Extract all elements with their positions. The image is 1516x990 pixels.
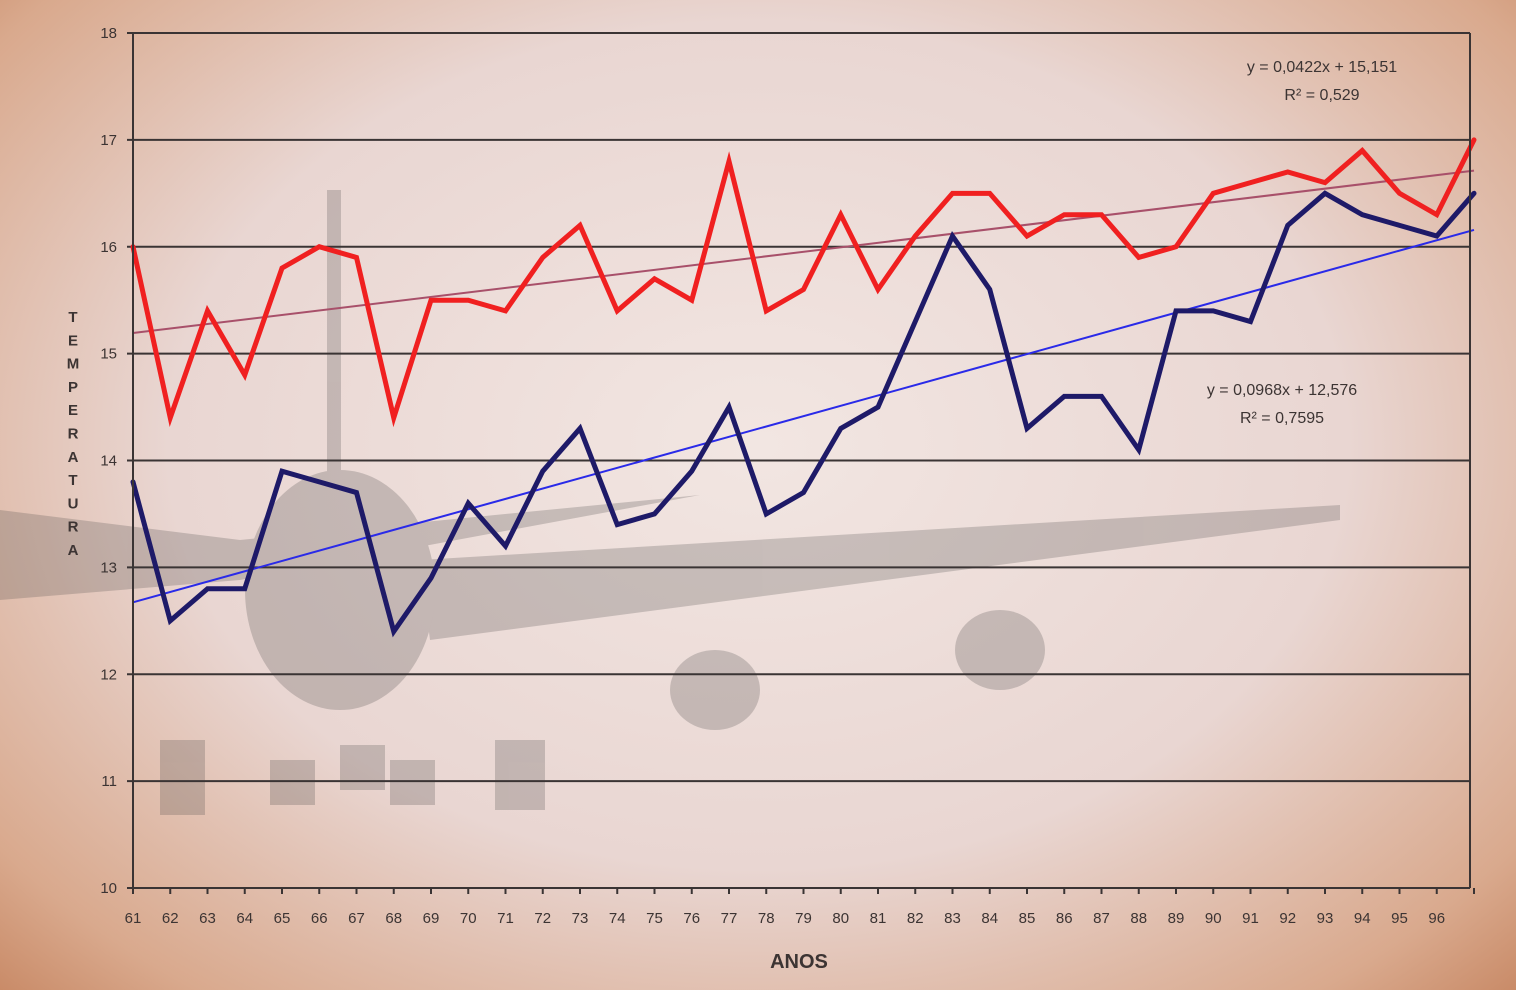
x-tick-label: 94 (1354, 910, 1371, 927)
x-tick-label: 79 (795, 910, 812, 927)
y-tick-label: 16 (100, 239, 117, 256)
x-tick-label: 77 (721, 910, 738, 927)
y-axis-title-letter: T (68, 309, 77, 326)
x-tick-label: 78 (758, 910, 775, 927)
x-tick-label: 70 (460, 910, 477, 927)
x-tick-label: 72 (534, 910, 551, 927)
y-axis-title-letter: R (68, 426, 79, 443)
x-tick-label: 85 (1019, 910, 1036, 927)
x-tick-label: 61 (125, 910, 142, 927)
x-tick-label: 69 (423, 910, 440, 927)
x-tick-label: 90 (1205, 910, 1222, 927)
trend-r2-blue: R² = 0,7595 (1240, 410, 1324, 427)
y-axis-title-letter: E (68, 402, 78, 419)
trendline-0 (132, 169, 1475, 334)
x-tick-label: 93 (1317, 910, 1334, 927)
y-axis-title-letter: R (68, 519, 79, 536)
x-tick-label: 80 (832, 910, 849, 927)
x-tick-label: 86 (1056, 910, 1073, 927)
y-axis-title-letter: U (68, 495, 79, 512)
x-tick-label: 65 (274, 910, 291, 927)
x-axis-ticks: 61 62 63 64 65 66 67 68 69 70 71 72 73 74 75 76 77 78 79 80… (125, 888, 1475, 927)
x-tick-label: 82 (907, 910, 924, 927)
x-tick-label: 67 (348, 910, 365, 927)
x-tick-label: 76 (683, 910, 700, 927)
x-axis-title: ANOS (770, 951, 828, 973)
trend-r2-red: R² = 0,529 (1284, 87, 1359, 104)
y-tick-label: 15 (100, 346, 117, 363)
y-axis-title-letter: P (68, 379, 78, 396)
x-tick-label: 73 (572, 910, 589, 927)
y-tick-label: 17 (100, 132, 117, 149)
airplane-background-image (0, 190, 1340, 815)
x-tick-label: 75 (646, 910, 663, 927)
x-tick-label: 92 (1279, 910, 1296, 927)
x-tick-label: 62 (162, 910, 179, 927)
y-tick-label: 14 (100, 453, 117, 470)
x-tick-label: 63 (199, 910, 216, 927)
x-tick-label: 83 (944, 910, 961, 927)
x-tick-label: 81 (870, 910, 887, 927)
x-tick-label: 74 (609, 910, 626, 927)
x-tick-label: 84 (981, 910, 998, 927)
series-lines (130, 137, 1477, 638)
x-tick-label: 91 (1242, 910, 1259, 927)
x-tick-label: 95 (1391, 910, 1408, 927)
gridlines (133, 138, 1470, 783)
trendlines (132, 169, 1475, 604)
x-tick-label: 68 (385, 910, 402, 927)
y-tick-label: 12 (100, 666, 117, 683)
trendline-1 (132, 228, 1475, 604)
trend-equation-red: y = 0,0422x + 15,151 (1247, 59, 1397, 76)
y-axis-title-letter: A (68, 542, 79, 559)
y-tick-label: 18 (100, 25, 117, 42)
x-tick-label: 96 (1428, 910, 1445, 927)
x-tick-label: 71 (497, 910, 514, 927)
y-tick-label: 11 (101, 773, 117, 790)
y-axis-title-letter: A (68, 449, 79, 466)
y-axis-title-letter: E (68, 332, 78, 349)
x-tick-label: 88 (1130, 910, 1147, 927)
y-tick-label: 13 (100, 559, 117, 576)
x-tick-label: 87 (1093, 910, 1110, 927)
y-axis-title-letter: T (68, 472, 77, 489)
x-tick-label: 64 (236, 910, 253, 927)
x-tick-label: 66 (311, 910, 328, 927)
trend-equation-blue: y = 0,0968x + 12,576 (1207, 382, 1357, 399)
y-tick-label: 10 (100, 880, 117, 897)
x-tick-label: 89 (1168, 910, 1185, 927)
y-axis-title-letter: M (67, 356, 80, 373)
y-axis-ticks: 10 11 12 13 14 15 16 17 18 (100, 25, 133, 897)
plot-frame (132, 32, 1471, 889)
